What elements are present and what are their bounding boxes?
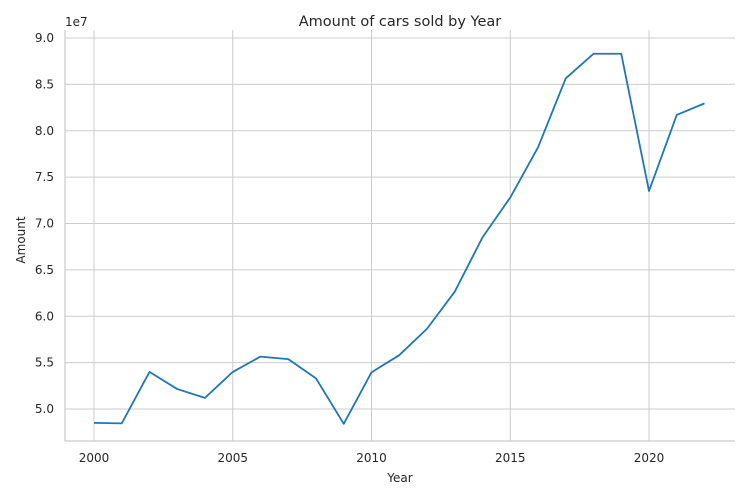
x-axis-label: Year	[386, 471, 412, 485]
chart-title: Amount of cars sold by Year	[299, 14, 502, 30]
series-line	[93, 52, 705, 425]
x-tick-label: 2020	[634, 451, 665, 465]
y-tick-label: 9.0	[35, 31, 54, 45]
y-tick-label: 7.0	[35, 217, 54, 231]
y-tick-label: 8.5	[35, 77, 54, 91]
y-tick-label: 6.5	[35, 263, 54, 277]
x-tick-label: 2005	[217, 451, 248, 465]
y-gridlines	[65, 37, 735, 410]
x-tick-label: 2015	[495, 451, 526, 465]
x-tick-label: 2000	[79, 451, 110, 465]
y-tick-label: 7.5	[35, 170, 54, 184]
x-gridlines	[93, 30, 650, 441]
y-tick-label: 8.0	[35, 124, 54, 138]
x-tick-label: 2010	[356, 451, 387, 465]
y-tick-labels: 5.0 5.5 6.0 6.5 7.0 7.5 8.0 8.5 9.0	[35, 31, 54, 416]
y-axis-label: Amount	[14, 216, 28, 263]
y-tick-label: 5.5	[35, 356, 54, 370]
y-tick-label: 5.0	[35, 402, 54, 416]
y-tick-label: 6.0	[35, 309, 54, 323]
y-axis-offset-text: 1e7	[65, 15, 88, 29]
x-tick-labels: 2000 2005 2010 2015 2020	[79, 451, 665, 465]
